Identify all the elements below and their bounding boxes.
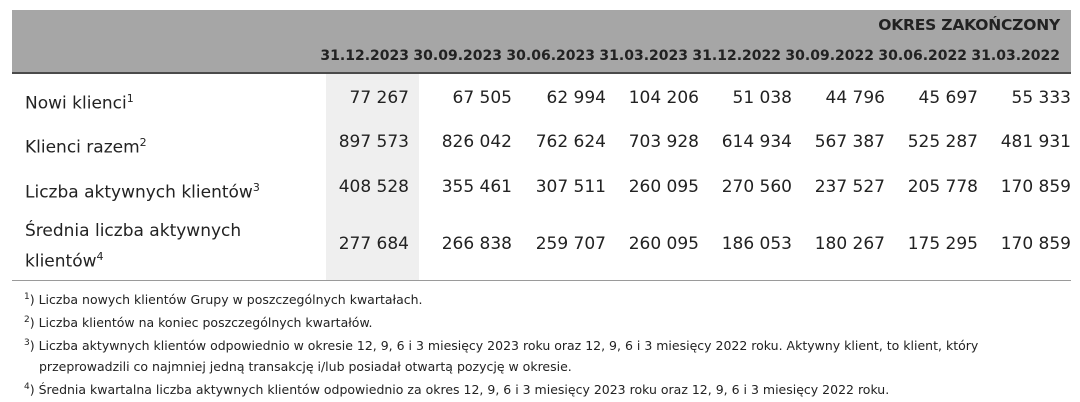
cell-value: 51 038: [732, 88, 792, 108]
period-label: OKRES ZAKOŃCZONY: [878, 16, 1060, 34]
footnote: 2) Liczba klientów na koniec poszczególn…: [24, 315, 373, 331]
cell-value: 237 527: [814, 177, 885, 197]
column-date: 30.09.2023: [413, 48, 502, 64]
footnote: 1) Liczba nowych klientów Grupy w poszcz…: [24, 292, 423, 308]
column-date: 31.03.2023: [599, 48, 688, 64]
cell-value: 270 560: [721, 177, 792, 197]
footnote: 3) Liczba aktywnych klientów odpowiednio…: [24, 338, 979, 354]
footnote-continuation: przeprowadzili co najmniej jedną transak…: [39, 359, 572, 375]
cell-value: 408 528: [338, 177, 409, 197]
cell-value: 170 859: [1000, 177, 1071, 197]
cell-value: 762 624: [535, 132, 606, 152]
footnote: 4) Średnia kwartalna liczba aktywnych kl…: [24, 382, 890, 398]
table-header: OKRES ZAKOŃCZONY 31.12.2023 30.09.2023 3…: [12, 10, 1071, 72]
column-date: 31.03.2022: [971, 48, 1060, 64]
cell-value: 104 206: [628, 88, 699, 108]
cell-value: 567 387: [814, 132, 885, 152]
header-divider: [12, 72, 1071, 74]
column-date: 30.06.2022: [878, 48, 967, 64]
cell-value: 55 333: [1011, 88, 1071, 108]
column-date: 31.12.2023: [320, 48, 409, 64]
cell-value: 259 707: [535, 234, 606, 254]
row-label: Klienci razem2: [25, 136, 147, 158]
cell-value: 186 053: [721, 234, 792, 254]
cell-value: 481 931: [1000, 132, 1071, 152]
cell-value: 260 095: [628, 177, 699, 197]
cell-value: 77 267: [349, 88, 409, 108]
cell-value: 277 684: [338, 234, 409, 254]
cell-value: 355 461: [441, 177, 512, 197]
highlighted-column: [326, 74, 419, 280]
cell-value: 44 796: [825, 88, 885, 108]
row-label: Średnia liczba aktywnych klientów4: [25, 221, 242, 272]
cell-value: 67 505: [452, 88, 512, 108]
cell-value: 826 042: [441, 132, 512, 152]
column-date: 30.06.2023: [506, 48, 595, 64]
row-label: Liczba aktywnych klientów3: [25, 181, 260, 203]
cell-value: 62 994: [546, 88, 606, 108]
cell-value: 525 287: [907, 132, 978, 152]
cell-value: 703 928: [628, 132, 699, 152]
cell-value: 175 295: [907, 234, 978, 254]
cell-value: 45 697: [918, 88, 978, 108]
table-body: Nowi klienci1 77 267 67 505 62 994 104 2…: [12, 74, 1071, 280]
cell-value: 170 859: [1000, 234, 1071, 254]
table-bottom-rule: [12, 280, 1071, 281]
cell-value: 205 778: [907, 177, 978, 197]
column-date: 31.12.2022: [692, 48, 781, 64]
column-date: 30.09.2022: [785, 48, 874, 64]
row-label: Nowi klienci1: [25, 92, 134, 114]
cell-value: 180 267: [814, 234, 885, 254]
client-stats-table: OKRES ZAKOŃCZONY 31.12.2023 30.09.2023 3…: [12, 10, 1071, 281]
cell-value: 897 573: [338, 132, 409, 152]
cell-value: 266 838: [441, 234, 512, 254]
cell-value: 614 934: [721, 132, 792, 152]
cell-value: 307 511: [535, 177, 606, 197]
cell-value: 260 095: [628, 234, 699, 254]
footnotes: 1) Liczba nowych klientów Grupy w poszcz…: [24, 287, 978, 401]
